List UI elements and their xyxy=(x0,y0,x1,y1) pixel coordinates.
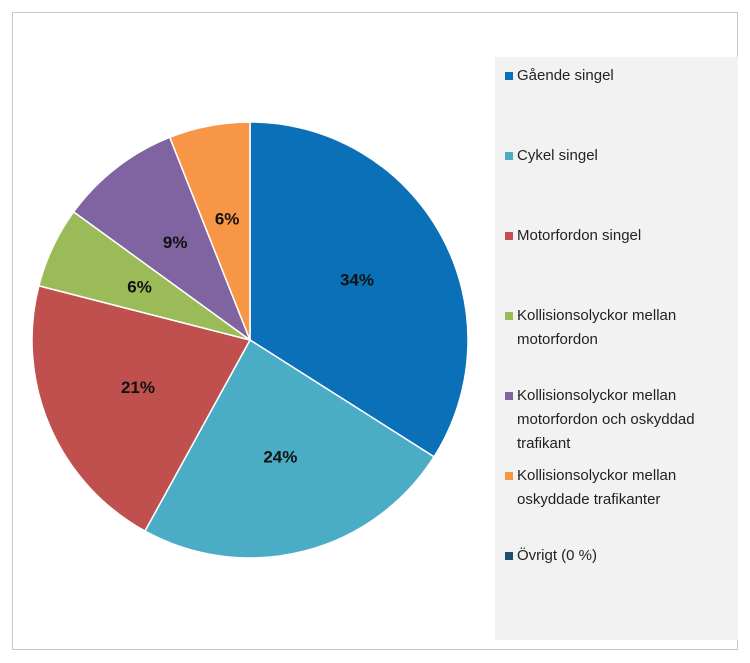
data-label: 6% xyxy=(215,210,240,229)
pie-slice xyxy=(72,136,252,343)
data-label: 6% xyxy=(127,278,152,297)
legend-label: Kollisionsolyckor mellan motorfordon xyxy=(517,307,676,348)
data-label: 24% xyxy=(263,448,297,467)
legend-background xyxy=(495,57,738,640)
legend-label: Cykel singel xyxy=(517,147,598,164)
legend-label: Övrigt (0 %) xyxy=(517,546,597,564)
legend-swatch xyxy=(505,232,513,240)
pie-slice xyxy=(168,121,251,341)
legend-label: Kollisionsolyckor mellan motorfordon och … xyxy=(517,387,695,452)
data-label: 34% xyxy=(340,271,374,290)
legend-swatch xyxy=(505,312,513,320)
data-label: 9% xyxy=(163,233,188,252)
legend-label: Kollisionsolyckor mellan oskyddade trafik… xyxy=(517,467,676,508)
data-label: 21% xyxy=(121,378,155,397)
pie-slice xyxy=(31,284,252,533)
legend-swatch xyxy=(505,152,513,160)
pie-slice xyxy=(249,121,469,458)
legend-swatch xyxy=(505,472,513,480)
legend-swatch xyxy=(505,72,513,80)
legend-swatch xyxy=(505,552,513,560)
legend-label: Motorfordon singel xyxy=(517,227,641,244)
legend-swatch xyxy=(505,392,513,400)
pie-slice xyxy=(143,338,436,559)
legend-label: Gående singel xyxy=(517,67,614,84)
